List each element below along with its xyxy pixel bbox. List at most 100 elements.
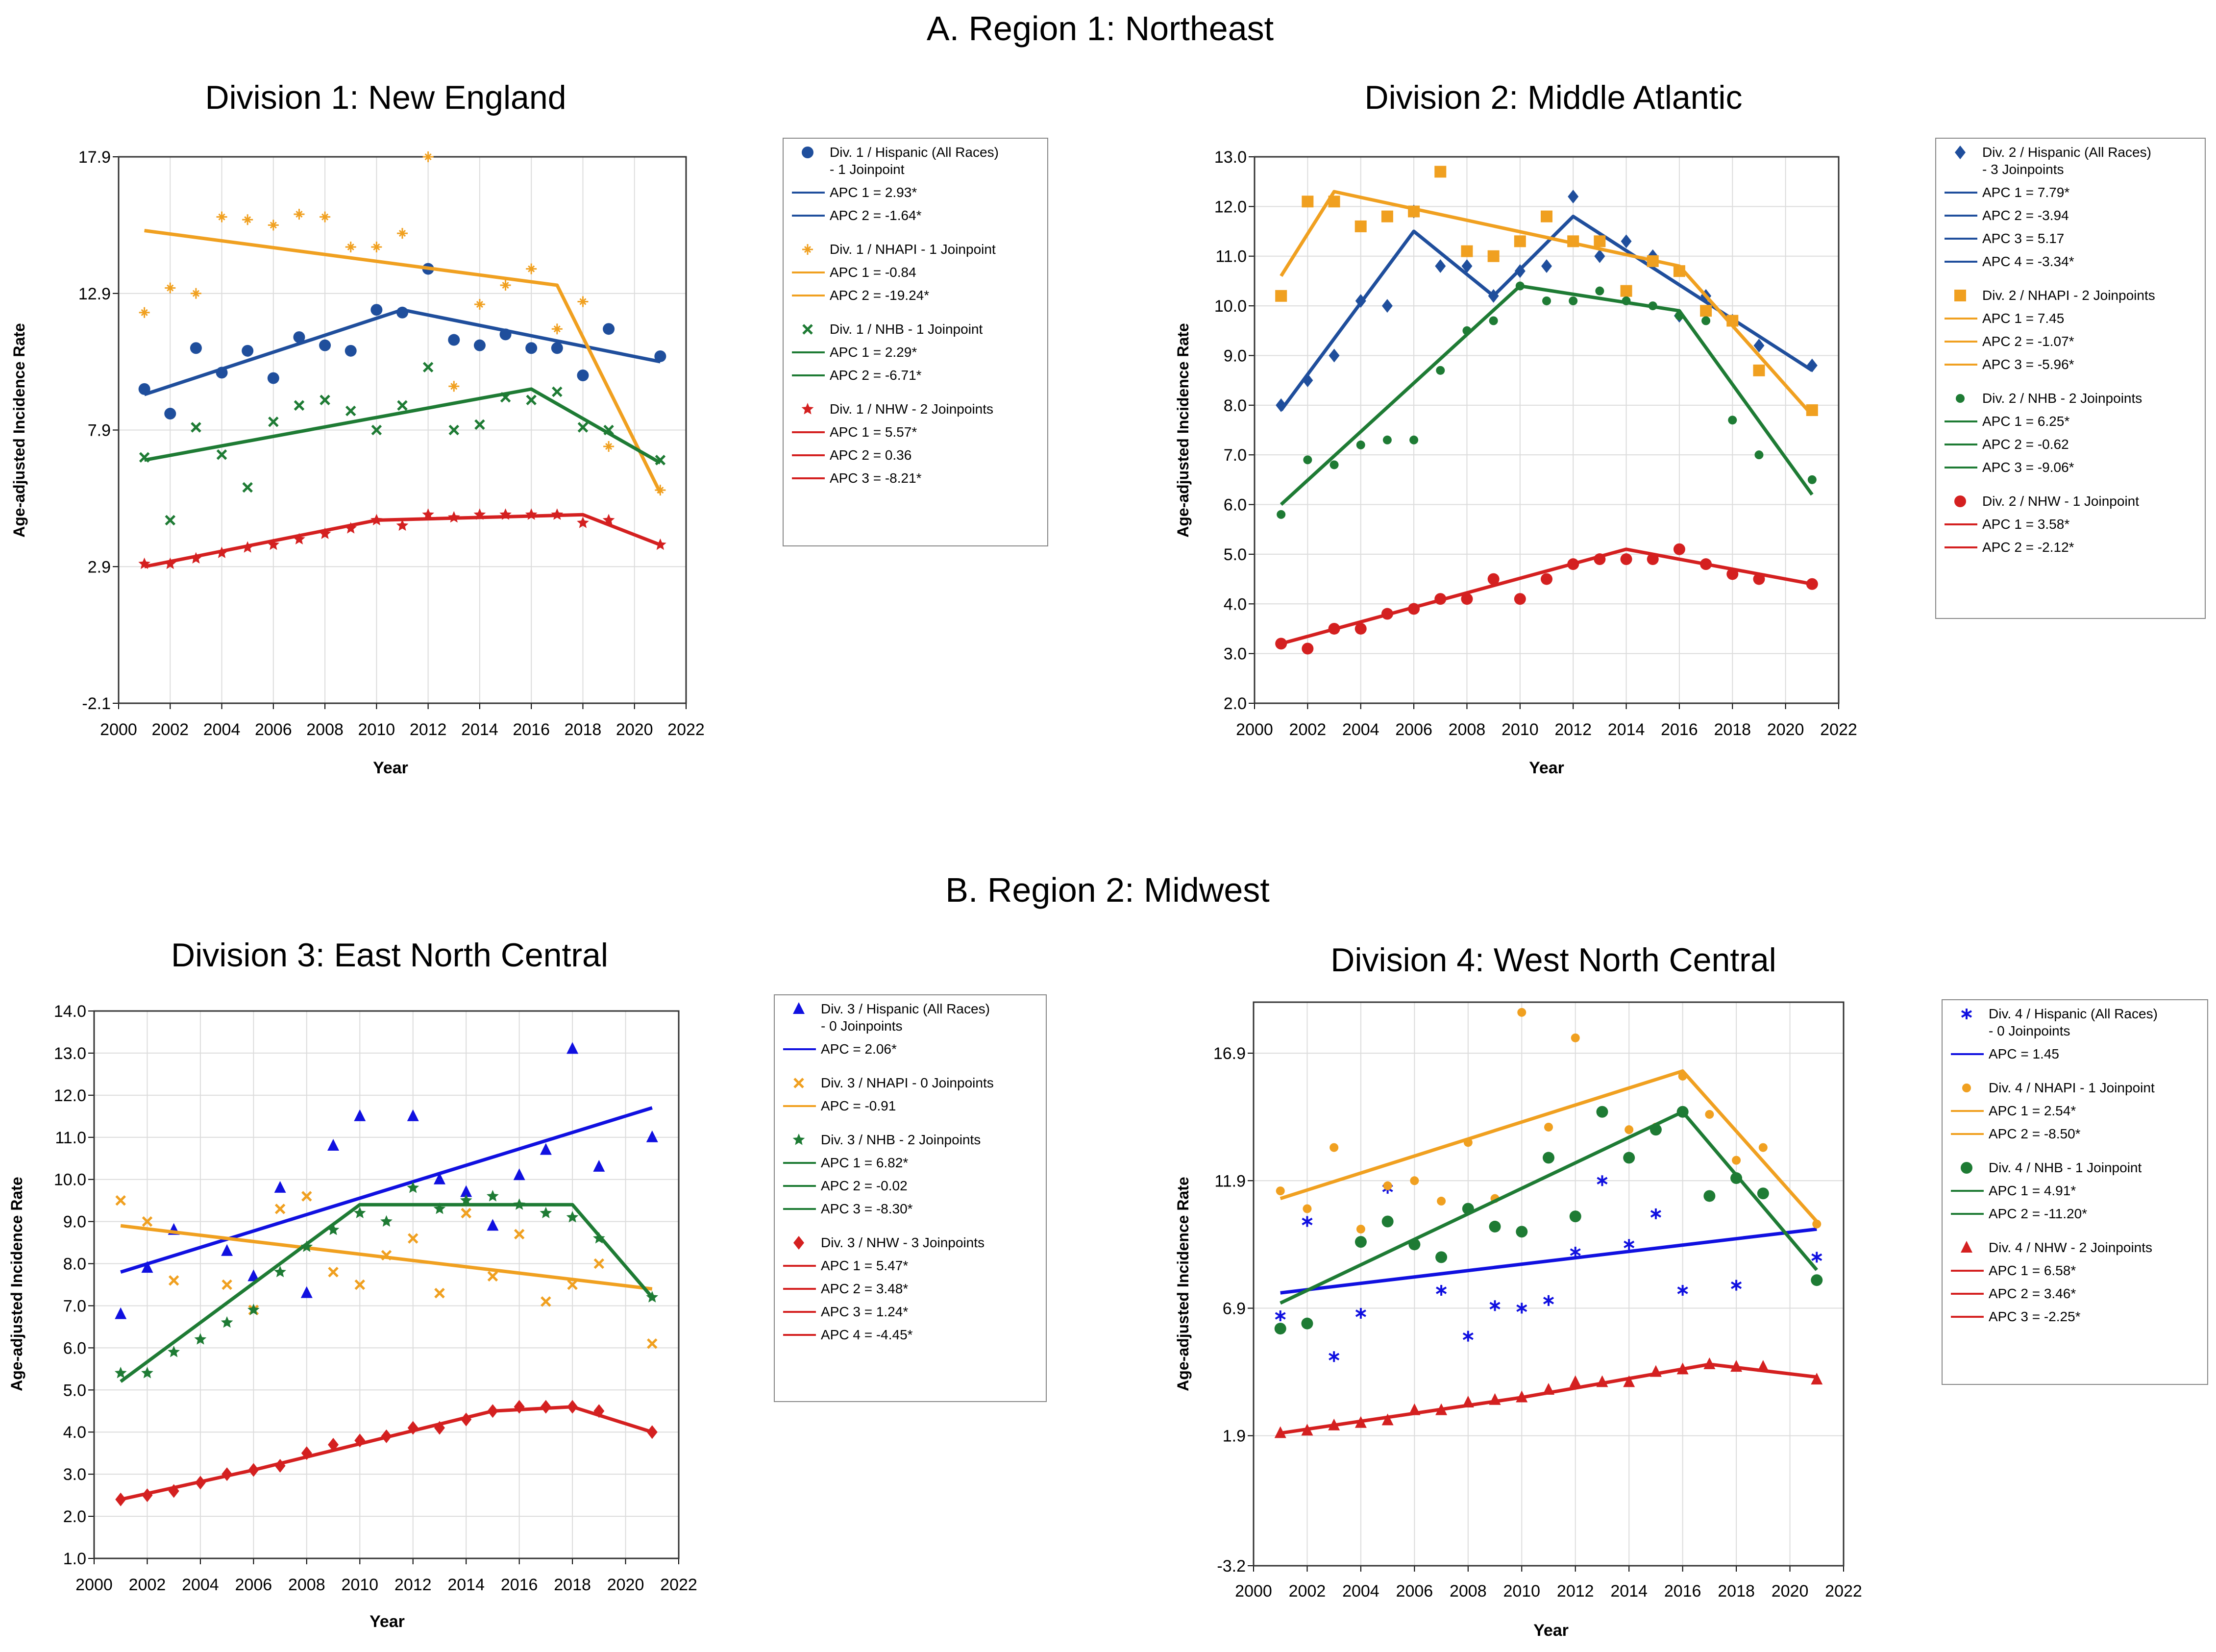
data-point	[115, 1492, 126, 1506]
legend: Div. 1 / Hispanic (All Races) - 1 Joinpoi…	[783, 138, 1048, 546]
data-point	[222, 1467, 233, 1481]
chart-title: Division 3: East North Central	[171, 937, 608, 974]
region-b-title: B. Region 2: Midwest	[945, 871, 1269, 909]
data-point	[195, 1476, 206, 1490]
data-point	[1728, 416, 1737, 425]
data-point	[1596, 1375, 1608, 1387]
x-tick-label: 2016	[513, 720, 550, 739]
data-point	[142, 1216, 153, 1227]
data-point	[433, 1172, 445, 1184]
data-point	[407, 1109, 419, 1121]
data-point	[1673, 543, 1685, 555]
legend-series-name: Div. 3 / NHW - 3 Joinpoints	[821, 1235, 985, 1250]
data-point	[1434, 166, 1447, 178]
data-point	[434, 1287, 445, 1299]
legend: Div. 2 / Hispanic (All Races) - 3 Joinpoi…	[1935, 138, 2206, 619]
data-point	[1461, 259, 1473, 273]
data-point	[1677, 1285, 1688, 1296]
data-point	[1542, 296, 1551, 305]
data-point	[300, 1240, 313, 1252]
x-tick-label: 2008	[306, 720, 344, 739]
y-tick-label: 3.0	[1224, 645, 1247, 664]
legend-series-name: Div. 4 / NHW - 2 Joinpoints	[1989, 1240, 2152, 1255]
x-tick-label: 2018	[1714, 720, 1751, 739]
data-point	[1354, 1236, 1367, 1248]
data-point	[320, 211, 331, 222]
data-point	[447, 511, 460, 523]
data-point	[247, 1304, 260, 1315]
chart-title: Division 1: New England	[205, 79, 566, 116]
x-tick-label: 2020	[607, 1576, 644, 1594]
legend-apc: APC 3 = 5.17	[1982, 231, 2064, 246]
data-point	[1303, 1204, 1312, 1213]
series-3	[1277, 281, 1817, 519]
data-point	[1595, 286, 1604, 296]
legend-apc: APC 3 = -2.25*	[1989, 1309, 2081, 1324]
x-tick-label: 2016	[1664, 1582, 1701, 1601]
data-point	[655, 455, 666, 466]
data-point	[1356, 440, 1365, 449]
legend-series-name: Div. 3 / NHB - 2 Joinpoints	[821, 1132, 981, 1147]
data-point	[526, 395, 537, 405]
data-point	[268, 220, 279, 231]
legend-apc: APC 2 = 3.46*	[1989, 1286, 2076, 1301]
data-point	[513, 1198, 525, 1210]
data-point	[433, 1202, 446, 1214]
x-tick-label: 2014	[447, 1576, 485, 1594]
data-point	[593, 1404, 605, 1418]
data-point	[1544, 1122, 1553, 1132]
legend-apc: APC 1 = 4.91*	[1989, 1183, 2076, 1198]
data-point	[1753, 364, 1765, 376]
data-point	[381, 1250, 392, 1261]
data-point	[1462, 1331, 1474, 1342]
y-tick-label: -2.1	[82, 694, 111, 713]
data-point	[397, 400, 408, 411]
legend-series-name-cont: - 0 Joinpoints	[821, 1018, 903, 1034]
legend-series-name-cont: - 1 Joinpoint	[830, 162, 905, 177]
legend-apc: APC 1 = 5.57*	[830, 424, 917, 440]
data-point	[1461, 593, 1473, 605]
series-3	[1274, 1106, 1823, 1335]
y-tick-label: 11.9	[1214, 1172, 1246, 1190]
data-point	[141, 1261, 153, 1273]
legend-marker	[802, 244, 813, 255]
y-tick-label: 10.0	[1214, 297, 1247, 316]
joinpoint-fit-line	[1280, 1227, 1817, 1295]
legend-apc: APC 2 = -0.62	[1982, 437, 2069, 452]
chart-panel-4: Division 4: West North Central 2000 2002 20…	[1174, 941, 2208, 1640]
data-point	[500, 392, 511, 403]
data-point	[190, 552, 202, 564]
data-point	[448, 334, 460, 346]
data-point	[1356, 1225, 1365, 1234]
data-point	[114, 1366, 127, 1379]
series-3	[114, 1181, 659, 1383]
x-axis-label: Year	[1533, 1621, 1569, 1640]
x-tick-label: 2008	[1449, 720, 1486, 739]
data-point	[1673, 265, 1685, 277]
legend-box	[774, 994, 1047, 1402]
data-point	[1622, 296, 1631, 305]
series-2	[1276, 1008, 1822, 1234]
chart-title: Division 2: Middle Atlantic	[1364, 79, 1742, 116]
data-point	[301, 1446, 312, 1460]
series-1	[1275, 1175, 1822, 1362]
legend-series-name: Div. 4 / Hispanic (All Races)	[1989, 1006, 2158, 1021]
data-point	[300, 1286, 313, 1298]
data-point	[1594, 553, 1606, 566]
data-point	[141, 1366, 153, 1379]
data-point	[1275, 290, 1287, 302]
data-point	[499, 508, 512, 520]
data-point	[1623, 1375, 1635, 1387]
plot-frame	[118, 156, 687, 704]
data-point	[354, 1279, 366, 1290]
data-point	[216, 449, 227, 460]
data-point	[1754, 450, 1764, 460]
data-point	[1647, 553, 1659, 566]
data-point	[541, 1296, 551, 1307]
data-point	[1701, 316, 1711, 325]
data-point	[1806, 404, 1818, 416]
data-point	[487, 1219, 499, 1231]
data-point	[1462, 326, 1472, 335]
data-point	[190, 288, 201, 299]
legend-marker	[793, 1002, 805, 1014]
